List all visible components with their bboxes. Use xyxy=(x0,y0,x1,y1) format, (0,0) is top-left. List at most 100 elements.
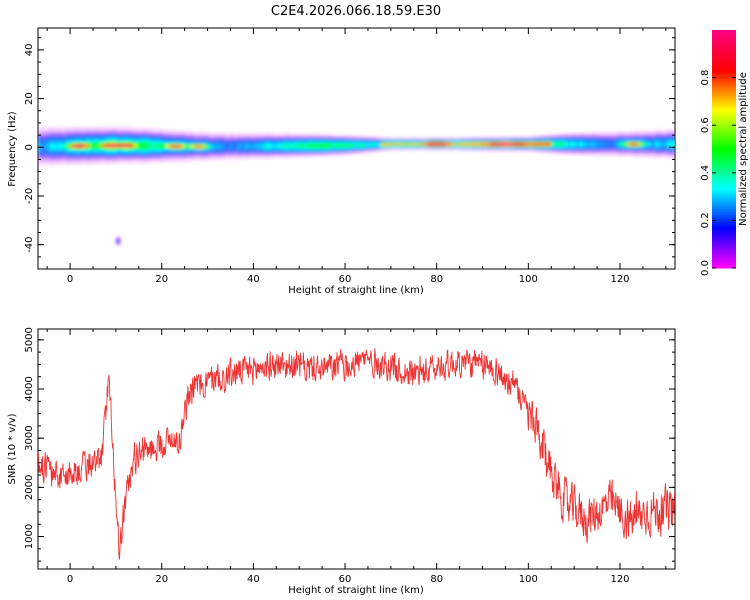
heatmap-cell xyxy=(45,161,51,164)
heatmap-cell xyxy=(471,146,477,149)
heatmap-cell xyxy=(38,141,43,144)
heatmap-cell xyxy=(591,145,596,148)
heatmap-cell xyxy=(651,130,656,133)
heatmap-cell xyxy=(77,133,83,136)
heatmap-cell xyxy=(49,153,55,156)
heatmap-cell xyxy=(85,125,91,128)
heatmap-cell xyxy=(205,134,210,137)
heatmap-cell xyxy=(121,153,127,156)
heatmap-cell xyxy=(41,136,47,139)
heatmap-cell xyxy=(420,139,425,142)
heatmap-cell xyxy=(647,143,652,145)
heatmap-cell xyxy=(105,147,111,150)
heatmap-cell xyxy=(475,138,481,140)
heatmap-cell xyxy=(205,155,210,158)
heatmap-cell xyxy=(659,134,664,137)
heatmap-cell xyxy=(233,135,238,138)
heatmap-cell xyxy=(133,151,139,154)
heatmap-cell xyxy=(125,128,131,131)
heatmap-cell xyxy=(73,132,79,134)
heatmap-cell xyxy=(149,153,155,156)
heatmap-cell xyxy=(356,151,362,154)
heatmap-cell xyxy=(61,127,67,130)
heatmap-cell xyxy=(38,157,43,160)
heatmap-cell xyxy=(531,144,537,147)
heatmap-cell xyxy=(65,162,71,165)
heatmap-cell xyxy=(619,138,624,140)
colorbar-segment xyxy=(712,115,736,118)
heatmap-cell xyxy=(523,146,529,149)
heatmap-cell xyxy=(189,160,194,162)
heatmap-cell xyxy=(260,133,266,136)
heatmap-cell xyxy=(304,144,310,147)
heatmap-cell xyxy=(129,149,135,151)
colorbar-segment xyxy=(712,256,736,259)
heatmap-cell xyxy=(153,157,159,160)
heatmap-cell xyxy=(57,150,63,153)
heatmap-cell xyxy=(77,156,83,159)
heatmap-cell xyxy=(157,156,163,159)
heatmap-cell xyxy=(344,153,350,156)
heatmap-cell xyxy=(583,134,589,137)
heatmap-cell xyxy=(288,144,294,147)
heatmap-cell xyxy=(408,147,413,150)
heatmap-cell xyxy=(197,157,202,160)
heatmap-cell xyxy=(324,145,330,148)
heatmap-cell xyxy=(639,149,644,151)
heatmap-cell xyxy=(61,162,67,165)
heatmap-cell xyxy=(328,140,334,143)
heatmap-cell xyxy=(193,156,198,159)
heatmap-cell xyxy=(260,157,266,160)
heatmap-cell xyxy=(304,149,310,151)
heatmap-cell xyxy=(368,143,374,145)
heatmap-cell xyxy=(221,138,226,140)
heatmap-cell xyxy=(181,138,186,140)
heatmap-cell xyxy=(149,146,155,149)
heatmap-cell xyxy=(97,149,103,151)
colorbar-segment xyxy=(712,230,736,233)
heatmap-cell xyxy=(264,149,270,151)
heatmap-cell xyxy=(117,151,123,154)
heatmap-cell xyxy=(57,146,63,149)
heatmap-cell xyxy=(181,136,186,139)
heatmap-cell xyxy=(217,139,222,142)
heatmap-cell xyxy=(312,141,318,144)
heatmap-cell xyxy=(591,151,596,154)
heatmap-cell xyxy=(53,138,59,140)
heatmap-cell xyxy=(45,140,51,143)
heatmap-cell xyxy=(65,158,71,161)
heatmap-cell xyxy=(177,150,182,153)
heatmap-cell xyxy=(467,145,473,148)
heatmap-cell xyxy=(396,145,401,148)
heatmap-cell xyxy=(495,136,501,139)
heatmap-cell xyxy=(340,144,346,147)
heatmap-cell xyxy=(643,132,648,134)
heatmap-cell xyxy=(460,143,465,145)
heatmap-cell xyxy=(157,155,163,158)
colorbar-segment xyxy=(712,238,736,241)
heatmap-cell xyxy=(487,136,493,139)
heatmap-cell xyxy=(547,152,553,155)
heatmap-cell xyxy=(320,152,326,155)
heatmap-cell xyxy=(491,143,497,145)
heatmap-cell xyxy=(149,141,155,144)
heatmap-cell xyxy=(189,129,194,132)
heatmap-cell xyxy=(149,134,155,137)
heatmap-cell xyxy=(336,149,342,151)
heatmap-cell xyxy=(57,162,63,165)
heatmap-cell xyxy=(392,141,397,144)
heatmap-cell xyxy=(245,157,250,160)
x-tick-label: 100 xyxy=(519,574,538,585)
heatmap-cell xyxy=(591,141,596,144)
heatmap-cell xyxy=(643,143,648,145)
heatmap-cell xyxy=(161,152,166,155)
heatmap-cell xyxy=(535,141,541,144)
heatmap-cell xyxy=(141,130,147,133)
heatmap-cell xyxy=(591,139,596,142)
heatmap-cell xyxy=(428,146,433,149)
heatmap-cell xyxy=(125,161,131,164)
heatmap-cell xyxy=(157,144,163,147)
heatmap-cell xyxy=(575,151,581,154)
heatmap-cell xyxy=(531,147,537,150)
heatmap-cell xyxy=(209,146,214,149)
